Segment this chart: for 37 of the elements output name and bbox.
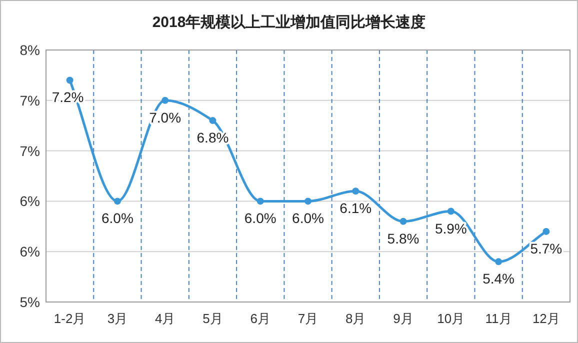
text: 6.0%: [101, 210, 134, 226]
x-tick-label: 7月: [298, 311, 318, 326]
x-tick-label: 5月: [202, 311, 223, 326]
point: [209, 117, 216, 124]
y-tick-label: 8%: [20, 42, 40, 58]
point: [495, 258, 502, 266]
y-tick-label: 7%: [20, 142, 40, 159]
x-tick-label: 4月: [154, 311, 176, 326]
point: [256, 198, 264, 205]
text: 5.7%: [530, 240, 562, 256]
y-tick-label: 5%: [20, 294, 40, 310]
text: 5.8%: [387, 230, 420, 246]
point: [447, 208, 454, 215]
y-tick-label: 6%: [20, 244, 40, 260]
text: 5.9%: [434, 220, 467, 236]
point: [400, 218, 407, 225]
point: [542, 228, 550, 235]
point: [66, 76, 74, 84]
text: 6.0%: [244, 210, 276, 226]
text: 5.4%: [482, 270, 515, 287]
x-tick-label: 3月: [107, 311, 128, 326]
point: [304, 198, 312, 205]
x-tick-label: 12月: [532, 311, 560, 326]
y-tick-label: 6%: [20, 193, 40, 210]
x-tick-label: 6月: [250, 311, 270, 326]
x-tick-label: 1-2月: [54, 311, 86, 326]
point: [114, 198, 121, 205]
text: 6.1%: [340, 200, 372, 216]
point: [352, 188, 360, 195]
chart-title: 2018年规模以上工业增加值同比增长速度: [152, 13, 426, 31]
x-tick-label: 11月: [485, 311, 512, 326]
x-tick-label: 9月: [393, 311, 414, 326]
y-tick-label: 7%: [20, 92, 40, 108]
text: 6.0%: [292, 210, 324, 226]
x-tick-label: 8月: [346, 311, 366, 326]
point: [162, 96, 169, 104]
x-tick-label: 10月: [437, 311, 465, 326]
